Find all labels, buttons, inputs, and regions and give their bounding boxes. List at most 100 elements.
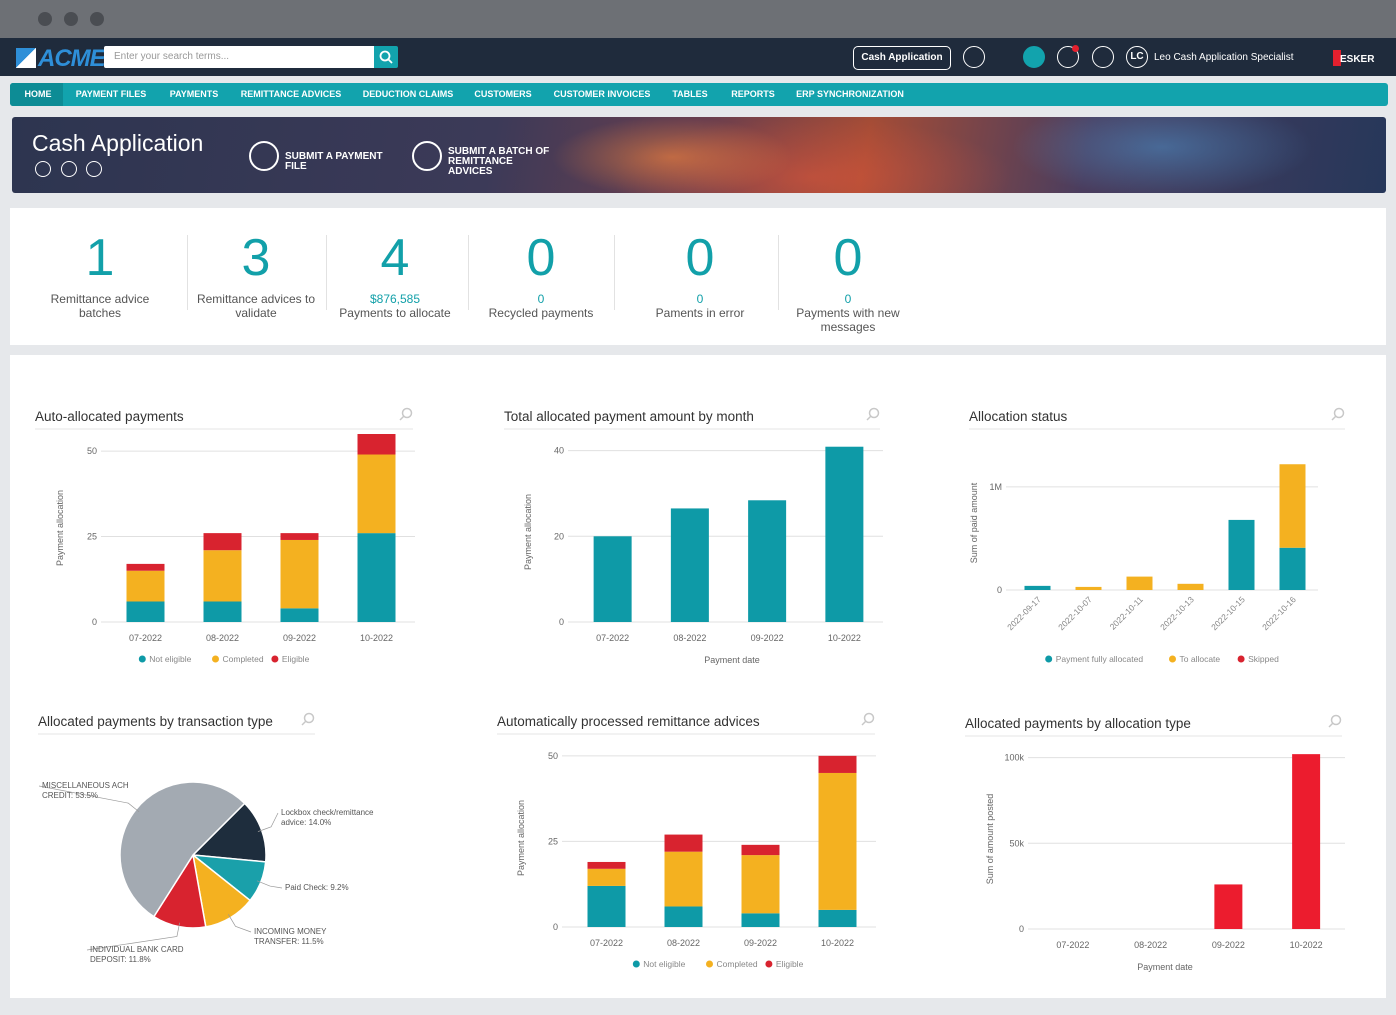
help-icon[interactable] [1023,46,1045,68]
nav-active [10,83,63,106]
zoom-icon[interactable] [1330,714,1342,726]
x-tick-label: 07-2022 [1056,940,1089,950]
user-name[interactable]: Leo Cash Application Specialist [1154,52,1294,63]
bar-segment [203,550,242,602]
bar-segment [126,563,165,571]
window-dot[interactable] [64,12,78,26]
y-tick-label: 0 [997,585,1002,595]
x-axis-label: Payment date [1137,962,1193,972]
zoom-handle [399,415,405,421]
nav-item[interactable]: PAYMENTS [169,89,219,99]
legend-swatch [271,655,279,663]
bar-segment [1279,547,1306,590]
y-tick-label: 0 [553,922,558,932]
pie-label: INCOMING MONEY TRANSFER: 11.5% [254,927,327,946]
kpi-label: Recycled payments [488,306,594,320]
window-chrome [0,0,1396,38]
nav-item[interactable]: CUSTOMERS [474,89,532,99]
user-avatar[interactable]: LC [1126,46,1148,68]
x-tick-label: 07-2022 [129,633,162,643]
bar-segment [1228,519,1255,590]
zoom-icon[interactable] [401,407,413,419]
nav-item[interactable]: REPORTS [731,89,775,99]
y-tick-label: 25 [548,836,558,846]
legend-swatch [1169,655,1176,663]
nav-item[interactable]: ERP SYNCHRONIZATION [796,89,904,99]
x-tick-label: 08-2022 [667,938,700,948]
kpi-panel [10,208,1386,345]
bar-segment [126,570,165,602]
nav-item[interactable]: HOME [24,89,52,99]
kpi-label: Remittance advices to validate [196,292,316,320]
banner-title: Cash Application [32,130,204,156]
nav-item[interactable]: REMITTANCE ADVICES [240,89,342,99]
bar-segment [280,533,319,540]
y-tick-label: 25 [87,532,97,542]
nav-item[interactable]: CUSTOMER INVOICES [553,89,651,99]
bar-segment [664,906,703,927]
banner-icon[interactable] [61,161,77,177]
bar-segment [741,844,780,856]
bar-segment [818,755,857,773]
logo[interactable]: ACME [38,45,106,72]
chart-title: Total allocated payment amount by month [504,409,754,424]
nav-item[interactable]: DEDUCTION CLAIMS [362,89,454,99]
chart-title: Automatically processed remittance advic… [497,714,760,729]
y-axis-label: Sum of paid amount [969,482,979,563]
action-icon[interactable] [249,141,279,171]
bar-segment [741,855,780,914]
kpi-value: 0 [685,229,715,287]
kpi-divider [187,235,188,310]
nav-item[interactable]: TABLES [672,89,708,99]
zoom-icon[interactable] [863,712,875,724]
kpi-label: Remittance advice batches [50,292,150,320]
legend-swatch [632,960,640,968]
bar-segment [587,885,626,927]
zoom-icon[interactable] [1333,407,1345,419]
bar-segment [664,834,703,852]
leader-line [228,914,252,933]
search-icon [379,50,393,64]
nav-item[interactable]: PAYMENT FILES [75,89,147,99]
zoom-icon[interactable] [868,407,880,419]
window-dot[interactable] [38,12,52,26]
kpi-sub: 0 [844,292,852,306]
bar-segment [280,608,319,622]
bar [1214,884,1243,929]
zoom-handle [861,720,867,726]
y-tick-label: 20 [554,531,564,541]
app-button[interactable]: Cash Application [853,46,951,70]
chart-title: Allocated payments by allocation type [965,716,1191,731]
lock-icon[interactable] [1092,46,1114,68]
filter-icon[interactable] [963,46,985,68]
leader-line [86,922,180,951]
action-icon[interactable] [412,141,442,171]
y-tick-label: 0 [92,617,97,627]
bar-segment [1075,586,1102,590]
y-tick-label: 50k [1009,838,1024,848]
x-tick-label: 10-2022 [360,633,393,643]
banner-action[interactable]: SUBMIT A BATCH OF REMITTANCE ADVICES [448,146,550,177]
banner-icon[interactable] [86,161,102,177]
leader-line [257,812,279,832]
bar-segment [203,601,242,622]
y-tick-label: 100k [1004,753,1024,763]
window-dot[interactable] [90,12,104,26]
banner-icon[interactable] [35,161,51,177]
zoom-icon[interactable] [303,712,315,724]
y-axis-label: Payment allocation [523,494,533,570]
info-icon[interactable] [1057,46,1079,68]
legend-swatch [1237,655,1245,663]
leader-line [256,880,283,889]
kpi-sub: 0 [696,292,704,306]
bar [825,446,864,622]
search-button[interactable] [374,46,398,68]
banner-action[interactable]: SUBMIT A PAYMENT FILE [285,151,383,172]
legend-label: Not eligible [149,654,191,664]
nav-bar [10,83,1388,106]
x-tick-label: 10-2022 [1290,940,1323,950]
x-tick-label: 2022-10-07 [1056,594,1094,632]
zoom-handle [1331,415,1337,421]
bar [1292,754,1321,929]
search-input[interactable]: Enter your search terms... [104,46,374,68]
